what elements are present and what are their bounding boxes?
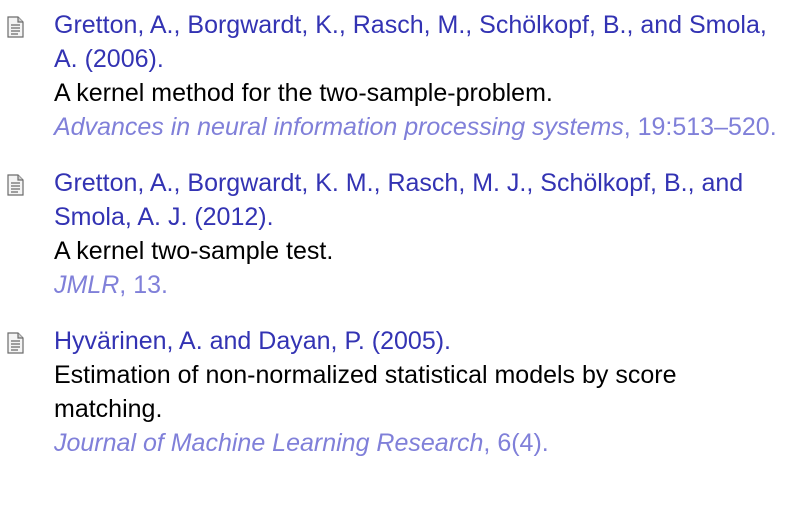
bib-title: A kernel two-sample test. xyxy=(54,237,334,265)
bib-details: , 13. xyxy=(119,271,168,299)
entry-icon-box xyxy=(7,13,24,47)
bib-venue-line: Journal of Machine Learning Research, 6(… xyxy=(54,426,789,460)
bib-details: , 6(4). xyxy=(483,429,549,457)
bib-authors: Gretton, A., Borgwardt, K. M., Rasch, M.… xyxy=(54,169,744,231)
bib-authors: Gretton, A., Borgwardt, K., Rasch, M., S… xyxy=(54,11,767,73)
bibliography-list: Gretton, A., Borgwardt, K., Rasch, M., S… xyxy=(0,8,799,460)
entry-icon-box xyxy=(7,329,24,363)
bib-entry: Gretton, A., Borgwardt, K. M., Rasch, M.… xyxy=(0,166,789,302)
entry-icon xyxy=(7,174,24,196)
bib-venue-line: Advances in neural information processin… xyxy=(54,110,789,144)
bib-venue: Journal of Machine Learning Research xyxy=(54,429,484,457)
bib-title: Estimation of non-normalized statistical… xyxy=(54,361,677,423)
bib-title: A kernel method for the two-sample-probl… xyxy=(54,79,553,107)
bib-details: , 19:513–520. xyxy=(623,113,777,141)
bib-venue-line: JMLR, 13. xyxy=(54,268,789,302)
bib-entry: Hyvärinen, A. and Dayan, P. (2005). Estim… xyxy=(0,324,789,460)
bib-venue: JMLR xyxy=(54,271,120,299)
bib-venue: Advances in neural information processin… xyxy=(54,113,624,141)
bib-entry: Gretton, A., Borgwardt, K., Rasch, M., S… xyxy=(0,8,789,144)
entry-icon-box xyxy=(7,171,24,205)
entry-icon xyxy=(7,16,24,38)
entry-icon xyxy=(7,332,24,354)
bibliography-page: Gretton, A., Borgwardt, K., Rasch, M., S… xyxy=(0,8,799,505)
bib-authors: Hyvärinen, A. and Dayan, P. (2005). xyxy=(54,327,451,355)
